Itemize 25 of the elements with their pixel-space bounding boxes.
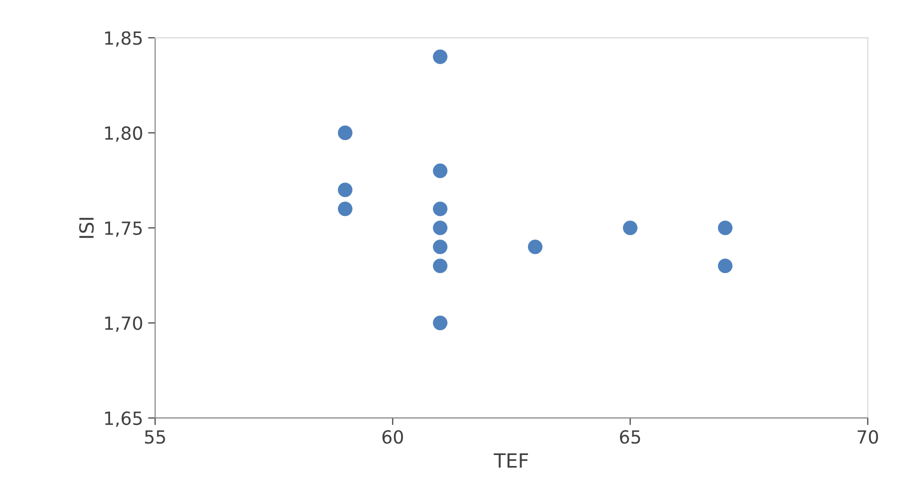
x-tick-label: 55 [145, 430, 166, 444]
y-tick-label: 1,75 [105, 222, 142, 237]
y-tick-label: 1,65 [105, 411, 142, 427]
point [718, 220, 732, 236]
point [432, 164, 448, 178]
point [338, 126, 352, 140]
y-tick-label: 1,85 [105, 31, 142, 47]
point [432, 202, 448, 216]
x-tick-label: 70 [858, 430, 878, 444]
point [432, 220, 448, 236]
x-tick-label: 65 [620, 430, 640, 444]
point [528, 240, 542, 254]
point [338, 182, 352, 198]
point [622, 220, 638, 236]
point [432, 50, 448, 64]
point [718, 258, 732, 274]
y-tick-label: 1,70 [105, 316, 142, 332]
x-tick-label: 60 [382, 430, 403, 444]
point [432, 316, 448, 330]
y-tick-label: 1,80 [105, 126, 142, 142]
point [432, 240, 448, 254]
point [432, 258, 448, 274]
x-axis-title: TEF [494, 453, 528, 468]
y-axis-title: ISI [79, 218, 94, 238]
point [338, 202, 352, 216]
